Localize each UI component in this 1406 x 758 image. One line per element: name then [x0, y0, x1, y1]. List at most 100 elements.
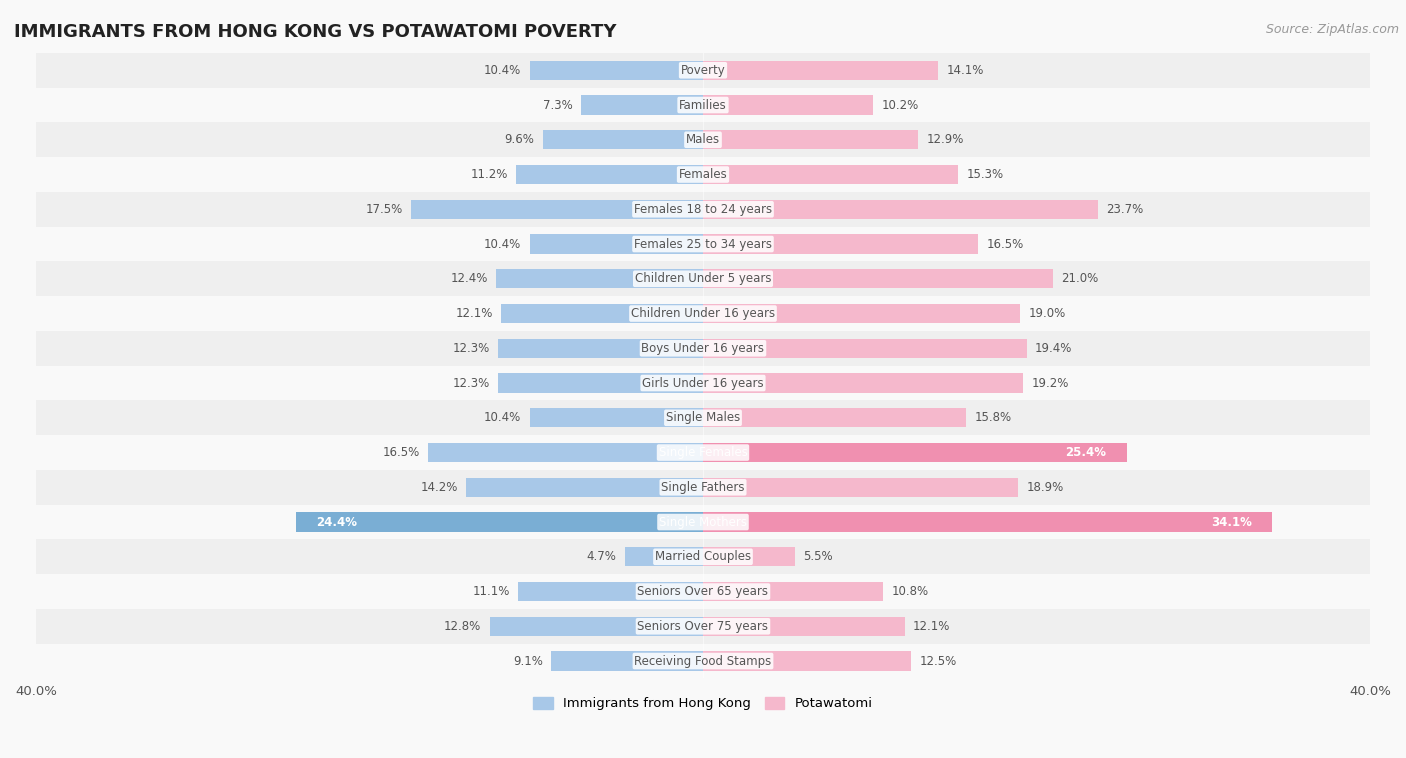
- Text: Single Males: Single Males: [666, 412, 740, 424]
- Text: Children Under 16 years: Children Under 16 years: [631, 307, 775, 320]
- Text: 19.4%: 19.4%: [1035, 342, 1073, 355]
- Text: 18.9%: 18.9%: [1026, 481, 1064, 493]
- Text: 21.0%: 21.0%: [1062, 272, 1099, 285]
- Bar: [37, 400, 1369, 435]
- Text: 4.7%: 4.7%: [586, 550, 616, 563]
- Bar: [37, 470, 1369, 505]
- Bar: [703, 304, 1019, 323]
- Text: 10.8%: 10.8%: [891, 585, 928, 598]
- Bar: [37, 227, 1369, 262]
- Bar: [37, 435, 1369, 470]
- Text: 24.4%: 24.4%: [316, 515, 357, 528]
- Bar: [703, 165, 957, 184]
- Bar: [543, 130, 703, 149]
- Bar: [703, 582, 883, 601]
- Bar: [37, 53, 1369, 88]
- Bar: [703, 478, 1018, 496]
- Bar: [37, 644, 1369, 678]
- Bar: [37, 365, 1369, 400]
- Bar: [37, 505, 1369, 540]
- Text: Girls Under 16 years: Girls Under 16 years: [643, 377, 763, 390]
- Text: Seniors Over 65 years: Seniors Over 65 years: [637, 585, 769, 598]
- Bar: [498, 374, 703, 393]
- Text: 19.2%: 19.2%: [1032, 377, 1069, 390]
- Bar: [703, 234, 979, 254]
- Text: 12.5%: 12.5%: [920, 655, 957, 668]
- Text: 12.1%: 12.1%: [456, 307, 494, 320]
- Text: 25.4%: 25.4%: [1066, 446, 1107, 459]
- Bar: [530, 234, 703, 254]
- Bar: [297, 512, 703, 531]
- Legend: Immigrants from Hong Kong, Potawatomi: Immigrants from Hong Kong, Potawatomi: [527, 691, 879, 716]
- Text: Poverty: Poverty: [681, 64, 725, 77]
- Text: 10.4%: 10.4%: [484, 237, 522, 251]
- Bar: [517, 582, 703, 601]
- Bar: [516, 165, 703, 184]
- Text: 10.4%: 10.4%: [484, 64, 522, 77]
- Text: Single Females: Single Females: [658, 446, 748, 459]
- Bar: [530, 409, 703, 428]
- Bar: [703, 617, 905, 636]
- Text: 19.0%: 19.0%: [1028, 307, 1066, 320]
- Bar: [703, 61, 938, 80]
- Bar: [703, 409, 966, 428]
- Bar: [530, 61, 703, 80]
- Bar: [581, 96, 703, 114]
- Text: Married Couples: Married Couples: [655, 550, 751, 563]
- Text: 16.5%: 16.5%: [382, 446, 419, 459]
- Text: 12.1%: 12.1%: [912, 620, 950, 633]
- Text: 16.5%: 16.5%: [987, 237, 1024, 251]
- Text: 14.1%: 14.1%: [946, 64, 984, 77]
- Text: 12.8%: 12.8%: [444, 620, 481, 633]
- Text: Single Mothers: Single Mothers: [659, 515, 747, 528]
- Bar: [37, 540, 1369, 574]
- Text: Females: Females: [679, 168, 727, 181]
- Bar: [37, 296, 1369, 331]
- Bar: [37, 262, 1369, 296]
- Bar: [703, 651, 911, 671]
- Text: Families: Families: [679, 99, 727, 111]
- Text: Single Fathers: Single Fathers: [661, 481, 745, 493]
- Text: 17.5%: 17.5%: [366, 203, 404, 216]
- Bar: [467, 478, 703, 496]
- Text: Source: ZipAtlas.com: Source: ZipAtlas.com: [1265, 23, 1399, 36]
- Bar: [624, 547, 703, 566]
- Bar: [411, 199, 703, 219]
- Bar: [551, 651, 703, 671]
- Text: Females 25 to 34 years: Females 25 to 34 years: [634, 237, 772, 251]
- Bar: [496, 269, 703, 288]
- Text: 14.2%: 14.2%: [420, 481, 458, 493]
- Bar: [37, 331, 1369, 365]
- Text: Receiving Food Stamps: Receiving Food Stamps: [634, 655, 772, 668]
- Text: Boys Under 16 years: Boys Under 16 years: [641, 342, 765, 355]
- Text: 12.3%: 12.3%: [453, 377, 489, 390]
- Bar: [703, 339, 1026, 358]
- Text: 15.8%: 15.8%: [974, 412, 1012, 424]
- Text: 9.6%: 9.6%: [505, 133, 534, 146]
- Bar: [489, 617, 703, 636]
- Bar: [498, 339, 703, 358]
- Text: 11.2%: 11.2%: [471, 168, 508, 181]
- Text: 10.2%: 10.2%: [882, 99, 918, 111]
- Bar: [37, 574, 1369, 609]
- Bar: [703, 199, 1098, 219]
- Text: IMMIGRANTS FROM HONG KONG VS POTAWATOMI POVERTY: IMMIGRANTS FROM HONG KONG VS POTAWATOMI …: [14, 23, 617, 41]
- Bar: [37, 157, 1369, 192]
- Bar: [703, 96, 873, 114]
- Text: 11.1%: 11.1%: [472, 585, 509, 598]
- Bar: [37, 609, 1369, 644]
- Text: 10.4%: 10.4%: [484, 412, 522, 424]
- Bar: [703, 130, 918, 149]
- Text: 12.9%: 12.9%: [927, 133, 965, 146]
- Bar: [703, 269, 1053, 288]
- Text: Children Under 5 years: Children Under 5 years: [634, 272, 772, 285]
- Bar: [703, 374, 1024, 393]
- Text: 23.7%: 23.7%: [1107, 203, 1144, 216]
- Bar: [427, 443, 703, 462]
- Text: Males: Males: [686, 133, 720, 146]
- Text: 9.1%: 9.1%: [513, 655, 543, 668]
- Bar: [37, 192, 1369, 227]
- Text: 15.3%: 15.3%: [966, 168, 1004, 181]
- Text: 5.5%: 5.5%: [803, 550, 832, 563]
- Bar: [703, 443, 1126, 462]
